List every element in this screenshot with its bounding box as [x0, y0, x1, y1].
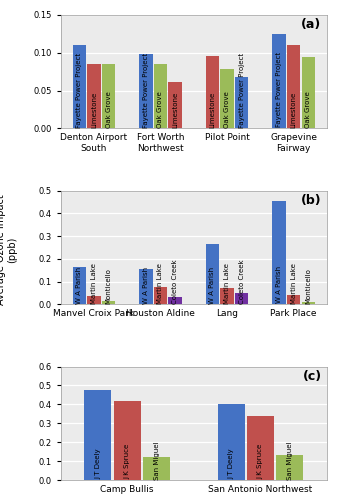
Text: Oak Grove: Oak Grove [157, 91, 163, 128]
Text: San Miguel: San Miguel [153, 442, 159, 480]
Bar [287, 295, 300, 304]
Bar [85, 390, 112, 480]
Text: J T Deely: J T Deely [228, 448, 234, 479]
Bar [272, 34, 286, 128]
Text: Average Ozone Impact
(ppb): Average Ozone Impact (ppb) [0, 194, 18, 306]
Bar [154, 64, 167, 128]
Text: Fayette Power Project: Fayette Power Project [239, 53, 245, 128]
Bar [235, 77, 248, 128]
Text: (b): (b) [301, 194, 321, 207]
Text: Martin Lake: Martin Lake [91, 263, 97, 304]
Bar [276, 455, 303, 480]
Bar [220, 68, 234, 128]
Bar [272, 201, 286, 304]
Bar [302, 56, 315, 128]
Text: W A Parish: W A Parish [209, 266, 215, 304]
Bar [139, 54, 153, 128]
Bar [114, 400, 141, 480]
Text: J K Spruce: J K Spruce [257, 444, 263, 480]
Text: W A Parish: W A Parish [276, 266, 282, 303]
Bar [102, 64, 115, 128]
Text: Limestone: Limestone [172, 92, 178, 128]
Bar [102, 302, 115, 304]
Bar [235, 293, 248, 304]
Bar [168, 82, 182, 128]
Text: Oak Grove: Oak Grove [105, 91, 112, 128]
Bar [72, 45, 86, 128]
Bar [302, 302, 315, 304]
Text: Monticello: Monticello [305, 268, 311, 304]
Text: San Miguel: San Miguel [286, 441, 293, 480]
Text: J K Spruce: J K Spruce [124, 444, 130, 479]
Bar [168, 296, 182, 304]
Bar [87, 64, 101, 128]
Text: Oak Grove: Oak Grove [305, 91, 311, 128]
Text: Monticello: Monticello [105, 268, 112, 304]
Text: Fayette Power Project: Fayette Power Project [143, 52, 149, 128]
Text: Martin Lake: Martin Lake [157, 263, 163, 304]
Bar [206, 244, 219, 304]
Text: W A Parish: W A Parish [76, 266, 82, 304]
Text: Martin Lake: Martin Lake [290, 263, 297, 304]
Bar [154, 287, 167, 304]
Bar [139, 269, 153, 304]
Bar [206, 56, 219, 128]
Bar [143, 458, 170, 480]
Bar [220, 288, 234, 304]
Text: (c): (c) [302, 370, 321, 383]
Text: Coleto Creek: Coleto Creek [172, 260, 178, 304]
Text: Martin Lake: Martin Lake [224, 263, 230, 304]
Text: Fayette Power Project: Fayette Power Project [76, 52, 82, 128]
Text: Fayette Power Project: Fayette Power Project [276, 52, 282, 128]
Text: (a): (a) [301, 18, 321, 32]
Text: Coleto Creek: Coleto Creek [239, 260, 245, 304]
Bar [287, 45, 300, 128]
Bar [72, 267, 86, 304]
Text: Oak Grove: Oak Grove [224, 91, 230, 128]
Text: W A Parish: W A Parish [143, 266, 149, 304]
Text: J T Deely: J T Deely [95, 448, 101, 479]
Bar [218, 404, 245, 480]
Text: Limestone: Limestone [91, 92, 97, 128]
Bar [247, 416, 274, 480]
Text: Limestone: Limestone [209, 92, 215, 128]
Text: Limestone: Limestone [290, 92, 297, 128]
Bar [87, 296, 101, 304]
